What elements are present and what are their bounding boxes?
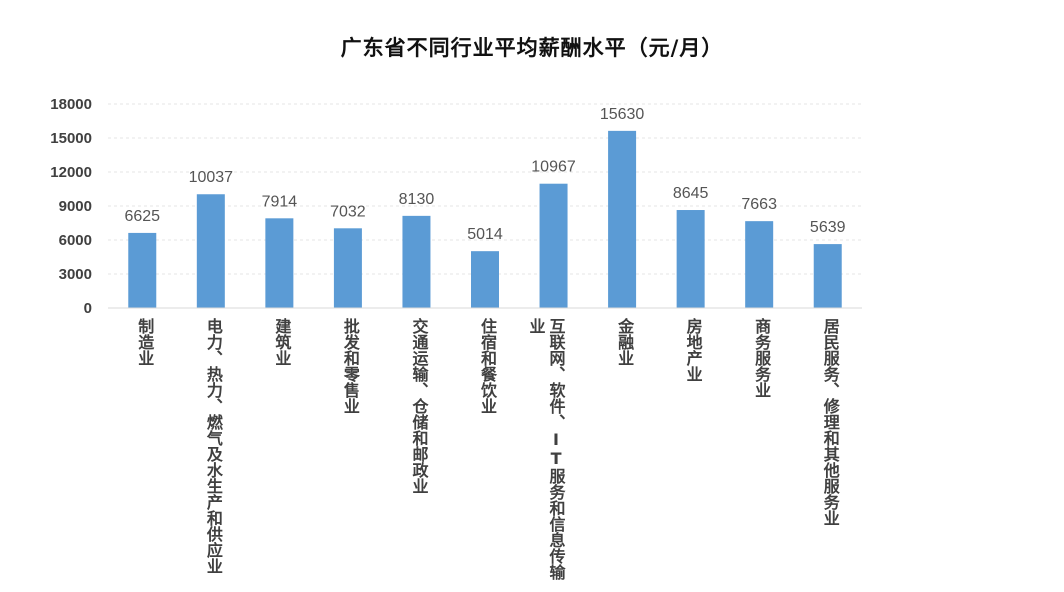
bar [128,232,157,308]
data-label: 6625 [124,208,160,225]
bar [813,244,842,308]
bar [196,194,225,308]
x-tick-label: 批发和零售业 [340,318,360,414]
y-tick-label: 0 [84,300,92,317]
y-tick-label: 6000 [59,232,92,249]
bar [333,228,362,308]
y-tick-label: 12000 [50,164,92,181]
bar [265,218,294,308]
y-tick-label: 18000 [50,96,92,113]
data-label: 8130 [399,191,435,208]
y-tick-label: 9000 [59,198,92,215]
bar [471,251,499,308]
bar [745,221,774,308]
data-label: 7032 [330,203,366,220]
x-tick-label: 住宿和餐饮业 [478,318,497,414]
x-tick-label: 制造业 [135,318,155,366]
x-tick-label: 居民服务、修理和其他服务业 [820,318,840,526]
x-tick-label: 互联网、软件、IT服务和信息传输业 [526,318,566,580]
data-label: 15630 [600,106,645,123]
x-tick-label: 交通运输、仓储和邮政业 [409,318,429,494]
y-axis-ticks: 0 3000 6000 9000 12000 15000 18000 [50,96,92,317]
data-label: 10037 [189,169,234,186]
x-tick-label: 房地产业 [683,318,703,382]
x-tick-label: 金融业 [615,318,635,366]
chart-title: 广东省不同行业平均薪酬水平（元/月） [340,36,724,60]
data-label: 7914 [262,193,298,210]
bar [539,183,568,308]
x-tick-label: 商务服务业 [752,318,772,398]
data-label: 7663 [741,196,777,213]
data-label: 10967 [531,159,576,176]
data-label: 5639 [810,219,846,236]
y-tick-label: 15000 [50,130,92,147]
bar [608,130,637,308]
data-label: 5014 [467,226,503,243]
x-tick-label: 建筑业 [272,318,292,366]
bar [676,210,705,308]
data-label: 8645 [673,185,709,202]
data-labels: 6625 10037 7914 7032 8130 5014 10967 15630 8645 7… [124,106,845,243]
x-tick-label: 电力、热力、燃气及水生产和供应业 [203,318,223,574]
y-tick-label: 3000 [59,266,92,283]
bar [402,215,431,308]
bars [128,130,842,308]
